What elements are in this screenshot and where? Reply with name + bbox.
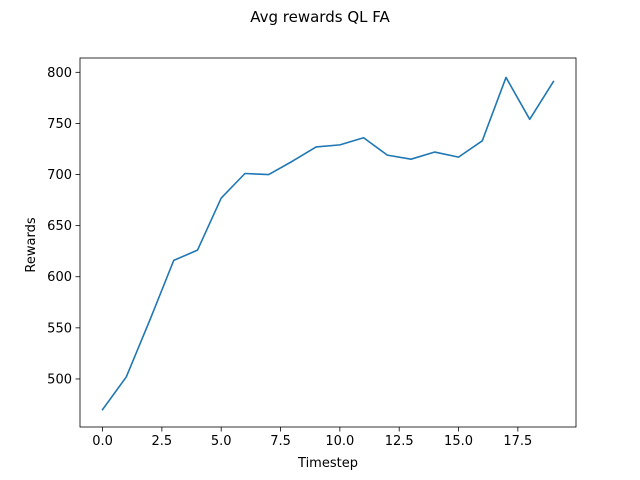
y-tick-label: 600 — [47, 270, 72, 285]
y-tick-label: 700 — [47, 168, 72, 183]
x-tick-label: 2.5 — [152, 434, 173, 449]
x-tick-label: 5.0 — [211, 434, 232, 449]
x-tick-label: 17.5 — [503, 434, 532, 449]
y-tick-label: 500 — [47, 372, 72, 387]
chart-title: Avg rewards QL FA — [250, 8, 390, 26]
y-tick-label: 800 — [47, 66, 72, 81]
x-tick-label: 0.0 — [92, 434, 113, 449]
y-axis-label: Rewards — [24, 217, 39, 272]
x-tick-label: 10.0 — [325, 434, 354, 449]
series-line — [101, 76, 555, 411]
x-tick-label: 12.5 — [385, 434, 414, 449]
x-axis-label: Timestep — [297, 456, 358, 471]
y-tick-label: 550 — [47, 321, 72, 336]
y-tick-label: 650 — [47, 219, 72, 234]
x-tick-label: 15.0 — [444, 434, 473, 449]
axes-frame — [79, 57, 577, 428]
plot-area: 0.0 2.5 5.0 7.5 10.0 12.5 15.0 17.5 500 550 600 650… — [47, 57, 577, 449]
y-tick-label: 750 — [47, 117, 72, 132]
x-tick-label: 7.5 — [270, 434, 291, 449]
